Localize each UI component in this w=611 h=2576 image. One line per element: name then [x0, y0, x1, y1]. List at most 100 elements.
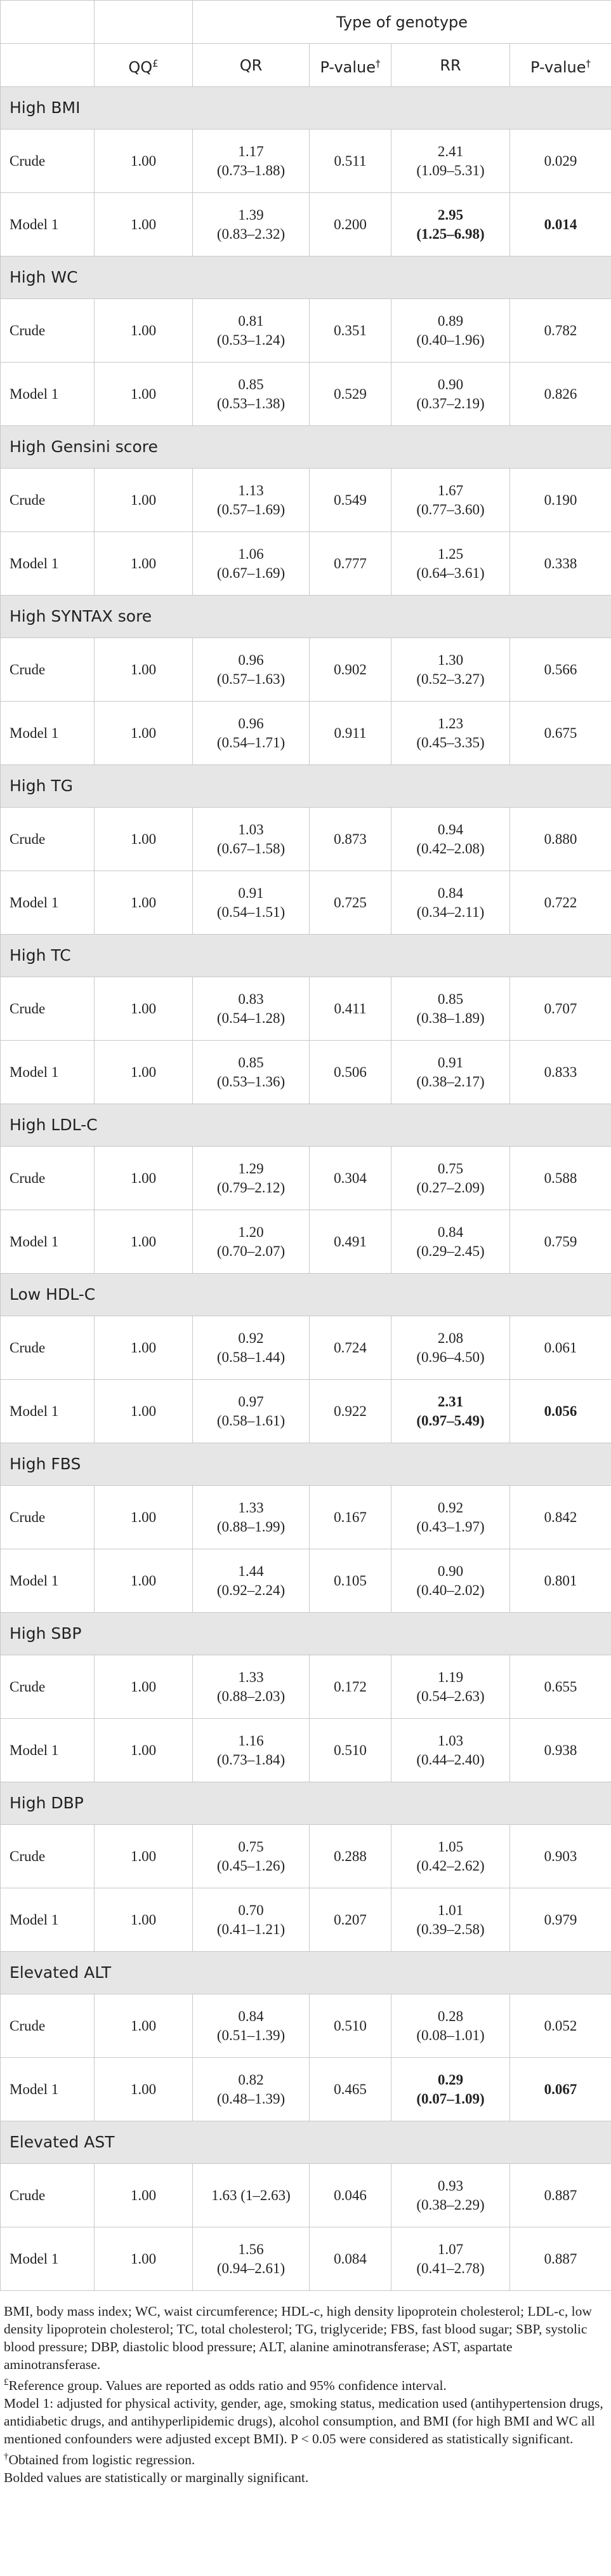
column-header-mark: £: [152, 57, 159, 69]
rr-cell: 0.92 (0.43–1.97): [391, 1485, 510, 1549]
group-name: High WC: [0, 256, 611, 299]
qr-value: 1.44: [238, 1563, 264, 1579]
rr-ci: (0.34–2.11): [416, 904, 485, 920]
group-row: High SYNTAX sore: [0, 595, 611, 638]
qq-value: 1.00: [94, 807, 193, 871]
rr-cell: 1.30 (0.52–3.27): [391, 637, 510, 702]
footnote-text: Model 1: adjusted for physical activity,…: [4, 2396, 603, 2447]
rr-value: 1.30: [437, 651, 464, 668]
row-label: Model 1: [0, 701, 95, 765]
rr-ci: (0.64–3.61): [416, 564, 485, 581]
rr-cell: 0.85 (0.38–1.89): [391, 977, 510, 1041]
rr-ci: (0.54–2.63): [416, 1688, 485, 1704]
row-label: Crude: [0, 1655, 95, 1719]
qr-cell: 1.44 (0.92–2.24): [192, 1549, 310, 1613]
row-label: Crude: [0, 637, 95, 702]
rr-ci: (0.37–2.19): [416, 395, 485, 411]
p-value: 0.725: [309, 871, 391, 935]
group-row: Elevated AST: [0, 2121, 611, 2164]
qq-value: 1.00: [94, 531, 193, 596]
qr-ci: (0.58–1.44): [216, 1349, 286, 1365]
rr-cell: 0.84 (0.34–2.11): [391, 871, 510, 935]
qq-value: 1.00: [94, 2227, 193, 2291]
header-span-title: Type of genotype: [192, 0, 611, 44]
qr-cell: 0.81 (0.53–1.24): [192, 298, 310, 363]
p-value: 0.046: [309, 2163, 391, 2227]
rr-ci: (0.27–2.09): [416, 1179, 485, 1196]
rr-value: 0.85: [437, 991, 464, 1007]
rr-value: 0.94: [437, 821, 464, 838]
rr-cell: 1.05 (0.42–2.62): [391, 1824, 510, 1888]
footnote-mark: £: [4, 2377, 9, 2387]
qr-value: 0.97: [238, 1393, 264, 1410]
qr-ci: (0.88–1.99): [216, 1518, 286, 1535]
data-row: Model 1 1.00 1.39 (0.83–2.32) 0.200 2.95 (1.25…: [0, 192, 611, 257]
data-row: Crude 1.00 1.33 (0.88–2.03) 0.172 1.19 (0.54–2…: [0, 1655, 611, 1719]
p-value: 0.351: [309, 298, 391, 363]
data-row: Crude 1.00 0.92 (0.58–1.44) 0.724 2.08 (0.96–4…: [0, 1316, 611, 1380]
qr-ci: (0.57–1.63): [216, 671, 286, 687]
rr-ci: (0.07–1.09): [416, 2090, 485, 2107]
rr-cell: 2.08 (0.96–4.50): [391, 1316, 510, 1380]
p-value: 0.029: [509, 129, 611, 193]
p-value: 0.511: [309, 129, 391, 193]
qq-value: 1.00: [94, 977, 193, 1041]
footnote-text: Bolded values are statistically or margi…: [4, 2470, 309, 2486]
group-name: High LDL-C: [0, 1104, 611, 1147]
group-row: High WC: [0, 256, 611, 299]
data-row: Model 1 1.00 1.56 (0.94–2.61) 0.084 1.07 (0.41…: [0, 2227, 611, 2291]
data-row: Model 1 1.00 0.91 (0.54–1.51) 0.725 0.84 (0.34…: [0, 871, 611, 935]
data-row: Model 1 1.00 1.20 (0.70–2.07) 0.491 0.84 (0.29…: [0, 1210, 611, 1274]
row-label: Crude: [0, 807, 95, 871]
rr-cell: 1.03 (0.44–2.40): [391, 1718, 510, 1782]
row-label: Crude: [0, 977, 95, 1041]
qq-value: 1.00: [94, 1210, 193, 1274]
qq-value: 1.00: [94, 362, 193, 426]
qr-cell: 1.39 (0.83–2.32): [192, 192, 310, 257]
qr-cell: 0.91 (0.54–1.51): [192, 871, 310, 935]
qq-value: 1.00: [94, 298, 193, 363]
column-header-text: QQ: [128, 58, 153, 76]
group-row: High TC: [0, 934, 611, 977]
p-value: 0.056: [509, 1379, 611, 1443]
qr-cell: 1.13 (0.57–1.69): [192, 468, 310, 532]
rr-value: 0.90: [437, 376, 464, 392]
rr-value: 2.95: [437, 206, 464, 223]
qq-value: 1.00: [94, 1655, 193, 1719]
qr-cell: 0.97 (0.58–1.61): [192, 1379, 310, 1443]
rr-cell: 2.31 (0.97–5.49): [391, 1379, 510, 1443]
qr-value: 0.85: [238, 1054, 264, 1071]
rr-value: 0.89: [437, 312, 464, 329]
rr-value: 0.93: [437, 2177, 464, 2194]
rr-value: 0.92: [437, 1499, 464, 1516]
qr-cell: 1.56 (0.94–2.61): [192, 2227, 310, 2291]
row-label: Model 1: [0, 1888, 95, 1952]
rr-value: 0.84: [437, 1224, 464, 1240]
footnote-text: Obtained from logistic regression.: [8, 2452, 195, 2468]
qr-cell: 0.85 (0.53–1.36): [192, 1040, 310, 1104]
group-row: High DBP: [0, 1782, 611, 1825]
qr-cell: 1.17 (0.73–1.88): [192, 129, 310, 193]
qq-value: 1.00: [94, 192, 193, 257]
rr-cell: 1.19 (0.54–2.63): [391, 1655, 510, 1719]
data-row: Crude 1.00 0.84 (0.51–1.39) 0.510 0.28 (0.08–1…: [0, 1994, 611, 2058]
rr-value: 1.03: [437, 1732, 464, 1749]
group-row: Low HDL-C: [0, 1273, 611, 1316]
rr-cell: 2.41 (1.09–5.31): [391, 129, 510, 193]
p-value: 0.911: [309, 701, 391, 765]
qq-value: 1.00: [94, 637, 193, 702]
row-label: Model 1: [0, 531, 95, 596]
rr-ci: (0.38–1.89): [416, 1010, 485, 1026]
p-value: 0.566: [509, 637, 611, 702]
row-label: Model 1: [0, 192, 95, 257]
p-value: 0.938: [509, 1718, 611, 1782]
rr-ci: (1.09–5.31): [416, 162, 485, 178]
group-row: High LDL-C: [0, 1104, 611, 1147]
qr-cell: 1.29 (0.79–2.12): [192, 1146, 310, 1210]
data-row: Crude 1.00 1.17 (0.73–1.88) 0.511 2.41 (1.09–5…: [0, 129, 611, 193]
rr-ci: (0.39–2.58): [416, 1921, 485, 1937]
group-row: High TG: [0, 764, 611, 808]
column-header: QR: [192, 43, 310, 87]
p-value: 0.491: [309, 1210, 391, 1274]
